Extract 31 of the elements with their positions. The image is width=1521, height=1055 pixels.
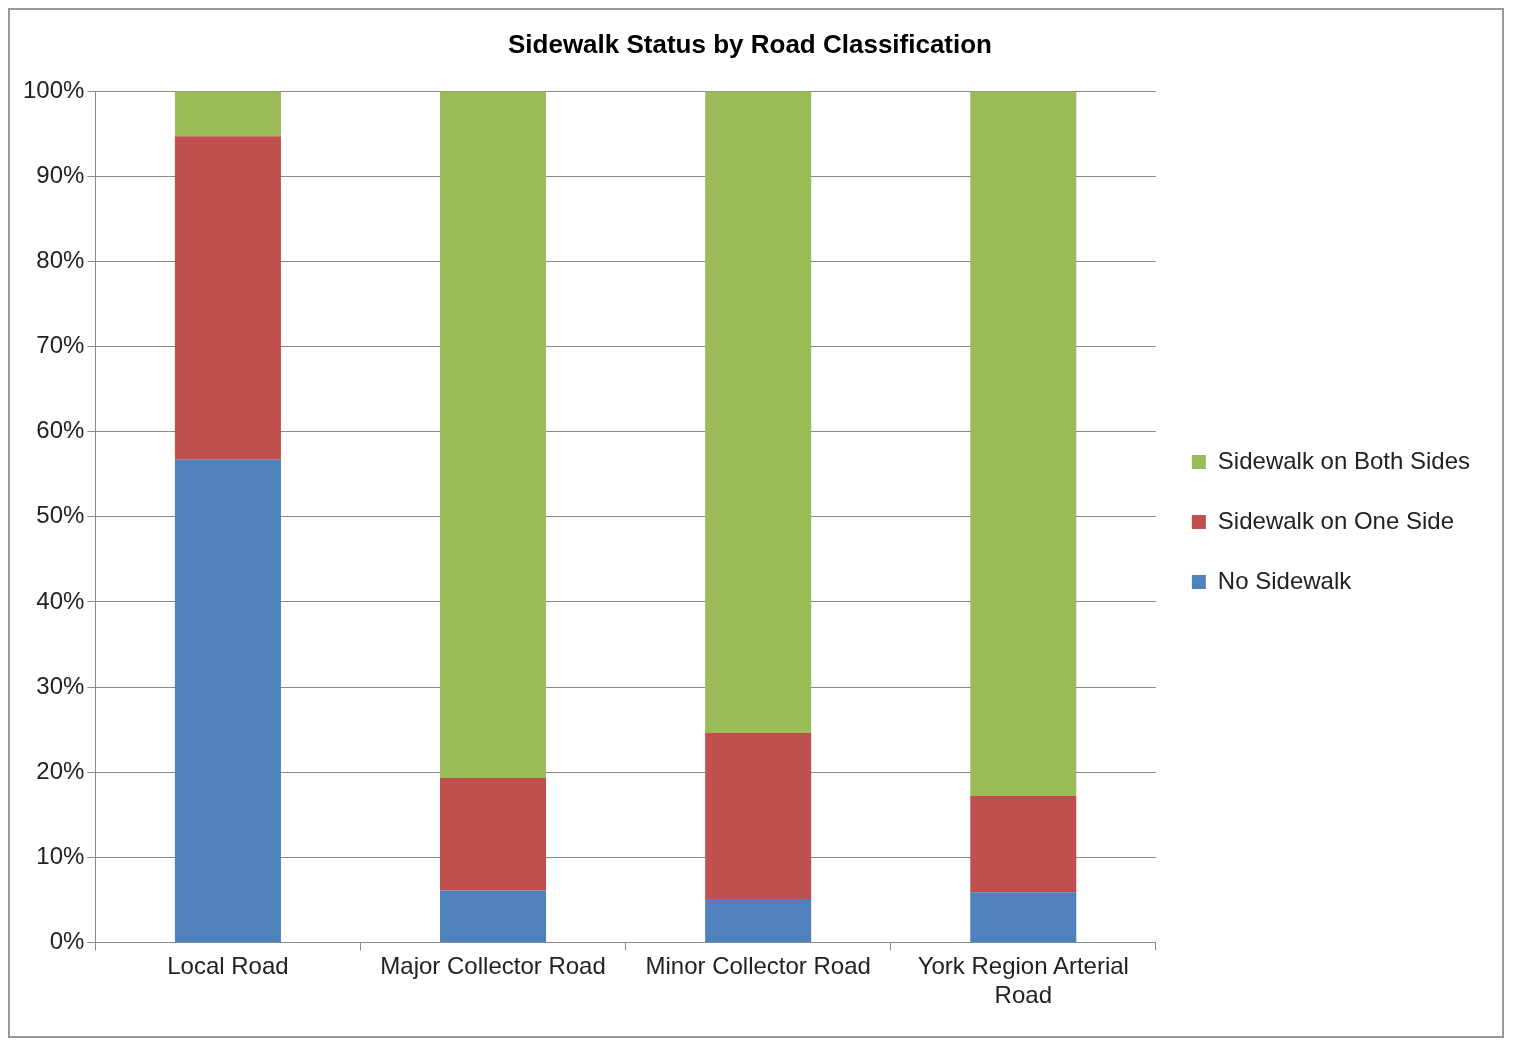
bar <box>440 890 547 942</box>
bar <box>174 91 281 137</box>
y-tick-label: 30% <box>36 671 85 699</box>
y-tick-label: 80% <box>36 246 85 274</box>
bar <box>705 898 812 942</box>
x-tick-label: Major Collector Road <box>380 952 606 980</box>
y-tick-label: 10% <box>36 841 85 869</box>
y-tick-label: 70% <box>36 331 85 359</box>
legend-label: Sidewalk on Both Sides <box>1217 446 1470 474</box>
x-tick-label: Local Road <box>167 952 289 980</box>
y-tick-label: 40% <box>36 586 85 614</box>
y-tick-label: 60% <box>36 416 85 444</box>
legend-label: Sidewalk on One Side <box>1217 506 1454 534</box>
y-tick-label: 100% <box>22 75 85 103</box>
bar <box>970 91 1077 796</box>
y-tick-label: 0% <box>49 927 85 955</box>
x-tick-label: York Region Arterial Road <box>917 952 1129 1009</box>
bar <box>970 795 1077 893</box>
bar <box>705 733 812 899</box>
bar <box>705 91 812 734</box>
bar <box>440 91 547 779</box>
chart-title: Sidewalk Status by Road Classification <box>507 28 993 59</box>
x-tick-label: Minor Collector Road <box>645 952 871 980</box>
y-tick-label: 20% <box>36 756 85 784</box>
bar <box>440 778 547 891</box>
bar <box>970 892 1077 942</box>
y-tick-label: 50% <box>36 501 85 529</box>
y-tick-label: 90% <box>36 160 85 188</box>
bar <box>174 136 281 460</box>
legend-label: No Sidewalk <box>1217 566 1353 594</box>
bar <box>174 459 281 942</box>
